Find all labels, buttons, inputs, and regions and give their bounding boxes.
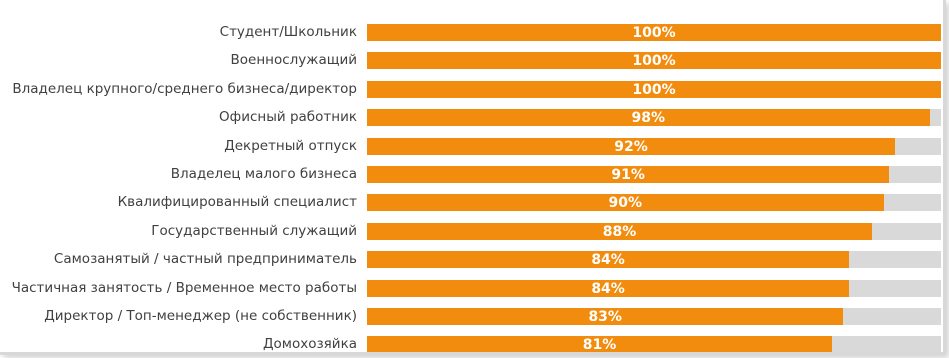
bar <box>367 336 832 352</box>
category-label: Декретный отпуск <box>224 137 357 154</box>
bar <box>367 109 930 127</box>
category-label: Частичная занятость / Временное место ра… <box>11 279 357 296</box>
bar-track: 98% <box>367 109 941 127</box>
bar-track: 100% <box>367 52 941 70</box>
bar-row: Домохозяйка 81% <box>0 336 943 354</box>
category-label: Директор / Топ-менеджер (не собственник) <box>44 308 357 324</box>
bar-track: 100% <box>367 80 941 98</box>
value-label: 84% <box>591 280 625 297</box>
category-label: Офисный работник <box>219 109 357 126</box>
value-label: 84% <box>591 252 625 269</box>
category-label: Самозанятый / частный предприниматель <box>53 251 357 268</box>
bar-row: Владелец малого бизнеса 91% <box>0 166 943 183</box>
value-label: 100% <box>632 81 676 98</box>
category-label: Владелец крупного/среднего бизнеса/дирек… <box>12 80 357 97</box>
category-label: Домохозяйка <box>263 336 357 353</box>
bar-track: 88% <box>367 222 941 240</box>
bar-track: 91% <box>367 166 941 183</box>
value-label: 83% <box>588 309 622 325</box>
bar-track: 90% <box>367 194 941 212</box>
bar-track: 83% <box>367 308 941 325</box>
bar-track: 84% <box>367 279 941 297</box>
bar-row: Офисный работник 98% <box>0 109 943 127</box>
value-label: 90% <box>608 195 643 212</box>
bar-row: Квалифицированный специалист 90% <box>0 194 943 212</box>
bar-row: Директор / Топ-менеджер (не собственник)… <box>0 308 943 325</box>
value-label: 88% <box>602 223 637 240</box>
bar <box>367 251 850 269</box>
bar <box>367 166 890 183</box>
bar-row: Военнослужащий 100% <box>0 52 943 70</box>
value-label: 100% <box>632 25 676 41</box>
bar-track: 100% <box>367 24 941 41</box>
bar <box>367 80 941 98</box>
category-label: Владелец малого бизнеса <box>170 166 357 182</box>
bar-track: 92% <box>367 137 941 155</box>
category-label: Студент/Школьник <box>219 24 357 40</box>
bar-row: Студент/Школьник 100% <box>0 24 943 41</box>
bar <box>367 279 850 297</box>
value-label: 91% <box>611 167 645 183</box>
bar <box>367 222 873 240</box>
bar-row: Государственный служащий 88% <box>0 222 943 240</box>
value-label: 100% <box>632 53 676 70</box>
value-label: 81% <box>582 337 617 354</box>
category-label: Квалифицированный специалист <box>117 194 357 211</box>
bar-track: 84% <box>367 251 941 269</box>
bar <box>367 52 941 70</box>
bar-row: Декретный отпуск 92% <box>0 137 943 155</box>
bar <box>367 24 941 41</box>
bar <box>367 194 884 212</box>
bar <box>367 308 844 325</box>
bar-row: Самозанятый / частный предприниматель 84% <box>0 251 943 269</box>
bar <box>367 137 896 155</box>
category-label: Военнослужащий <box>230 52 357 69</box>
bar-row: Владелец крупного/среднего бизнеса/дирек… <box>0 80 943 98</box>
bar-track: 81% <box>367 336 941 354</box>
bar-row: Частичная занятость / Временное место ра… <box>0 279 943 297</box>
value-label: 92% <box>614 138 648 155</box>
category-label: Государственный служащий <box>151 222 357 239</box>
value-label: 98% <box>631 110 666 127</box>
